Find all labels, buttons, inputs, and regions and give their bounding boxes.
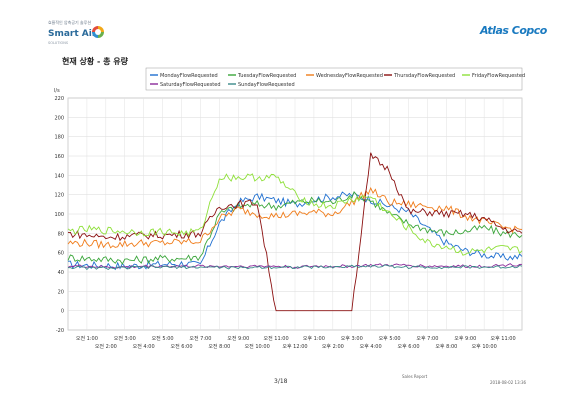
y-tick-label: 60 [58, 251, 64, 257]
x-tick-label: 오후 9:00 [454, 336, 476, 342]
smart-air-gear-icon [92, 26, 104, 38]
x-tick-label: 오후 7:00 [416, 336, 438, 342]
y-tick-label: 180 [54, 135, 64, 141]
smart-air-logo-top: 효율적인 압축공기 솔루션 [48, 20, 92, 25]
y-tick-label: 200 [54, 115, 64, 121]
x-tick-label: 오후 6:00 [397, 344, 419, 350]
series-line [67, 191, 523, 265]
page-header: 효율적인 압축공기 솔루션 Smart Air SOLUTIONS Atlas … [0, 0, 578, 56]
x-tick-label: 오후 5:00 [379, 336, 401, 342]
series-line [67, 186, 523, 250]
x-tick-label: 오후 11:00 [490, 336, 515, 342]
y-tick-label: -20 [56, 328, 64, 334]
legend-box [145, 67, 523, 91]
x-tick-label: 오전 3:00 [114, 335, 136, 342]
x-tick-label: 오전 2:00 [95, 343, 117, 350]
x-tick-label: 오후 10:00 [472, 344, 497, 350]
legend-label: SaturdayFlowRequested [160, 82, 221, 88]
legend-label: MondayFlowRequested [160, 73, 218, 79]
smart-air-logo: 효율적인 압축공기 솔루션 Smart Air SOLUTIONS [48, 20, 128, 48]
y-tick-label: 0 [61, 309, 64, 315]
series-line [67, 152, 523, 312]
x-tick-label: 오전 4:00 [133, 343, 155, 350]
y-axis-label: l/s [54, 88, 60, 94]
legend-label: SundayFlowRequested [238, 82, 295, 88]
x-tick-label: 오전 9:00 [227, 335, 249, 342]
series-line [67, 264, 523, 271]
report-date: 2018-08-02 13:36 [490, 380, 527, 385]
smart-air-logo-text: Smart Air [48, 29, 97, 39]
x-tick-label: 오후 1:00 [303, 336, 325, 342]
legend-label: ThursdayFlowRequested [393, 73, 455, 79]
y-tick-label: 80 [58, 231, 64, 237]
y-tick-label: 220 [54, 96, 64, 102]
legend-label: FridayFlowRequested [472, 73, 525, 79]
x-tick-label: 오후 12:00 [282, 344, 307, 350]
y-tick-label: 40 [58, 270, 64, 276]
legend-label: WednesdayFlowRequested [316, 73, 383, 79]
x-tick-label: 오전 1:00 [76, 335, 98, 342]
x-tick-label: 오후 3:00 [341, 336, 363, 342]
x-tick-label: 오전 5:00 [152, 335, 174, 342]
y-tick-label: 100 [54, 212, 64, 218]
y-tick-label: 160 [54, 154, 64, 160]
x-tick-label: 오전 10:00 [245, 343, 270, 350]
y-tick-label: 120 [54, 193, 64, 199]
report-name: Sales Report [402, 374, 428, 379]
x-tick-label: 오후 4:00 [360, 344, 382, 350]
legend-label: TuesdayFlowRequested [237, 73, 296, 79]
x-tick-label: 오후 2:00 [322, 344, 344, 350]
x-tick-label: 오전 6:00 [170, 343, 192, 350]
x-tick-label: 오후 8:00 [435, 344, 457, 350]
y-tick-label: 20 [58, 289, 64, 295]
x-tick-label: 오전 7:00 [189, 335, 211, 342]
x-tick-label: 오전 8:00 [208, 343, 230, 350]
atlas-copco-logo: Atlas Copco [480, 24, 547, 37]
x-tick-label: 오전 11:00 [263, 335, 288, 342]
smart-air-logo-tag: SOLUTIONS [48, 41, 69, 45]
series-line [67, 173, 523, 256]
y-tick-label: 140 [54, 173, 64, 179]
section-title: 현재 상황 - 총 유량 [62, 57, 128, 66]
page-number: 3/18 [274, 378, 288, 385]
